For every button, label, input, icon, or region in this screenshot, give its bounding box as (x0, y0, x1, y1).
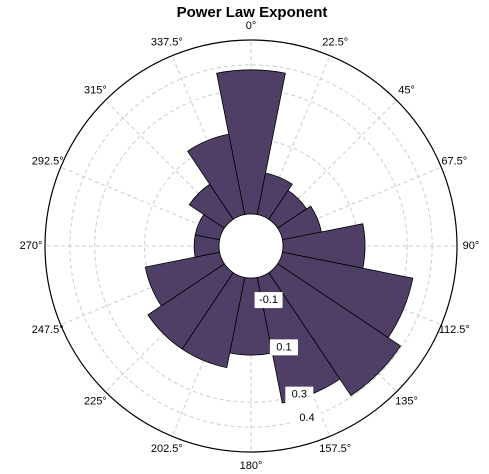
r-tick-label: 0.1 (276, 341, 291, 353)
grid-spoke (60, 166, 222, 235)
r-tick-label: -0.1 (259, 294, 278, 306)
angle-label: 180° (240, 460, 263, 472)
angle-label: 225° (84, 395, 107, 407)
angle-label: 292.5° (32, 156, 64, 168)
r-tick-label: 0.4 (299, 412, 314, 424)
angle-label: 270° (20, 240, 43, 252)
angle-label: 135° (395, 395, 418, 407)
r-tick-box (292, 410, 321, 427)
r-tick-box (254, 292, 283, 309)
angle-label: 202.5° (151, 443, 183, 455)
angle-label: 67.5° (441, 156, 467, 168)
r-tick-label: 0.3 (292, 389, 307, 401)
chart-title: Power Law Exponent (177, 4, 328, 21)
angle-label: 247.5° (32, 324, 64, 336)
angle-label: 112.5° (439, 324, 470, 336)
angle-label: 90° (463, 240, 480, 252)
angle-label: 0° (246, 20, 257, 32)
r-tick-box (269, 339, 298, 356)
angle-label: 22.5° (322, 37, 348, 49)
angle-label: 157.5° (319, 443, 351, 455)
polar-frame (44, 39, 458, 453)
angle-label: 45° (398, 84, 415, 96)
angle-label: 337.5° (151, 37, 183, 49)
r-tick-box (285, 386, 314, 403)
inner-hole (218, 213, 284, 279)
angle-label: 315° (84, 84, 107, 96)
